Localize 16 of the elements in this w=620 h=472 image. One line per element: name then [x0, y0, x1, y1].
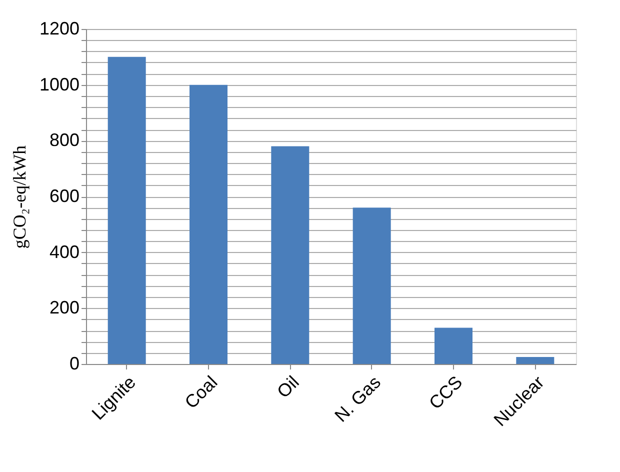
- bar: [190, 84, 228, 364]
- bar: [434, 328, 472, 364]
- x-tick-label: N. Gas: [330, 372, 385, 426]
- y-tick-label: 1000: [39, 74, 80, 94]
- bar: [516, 357, 554, 364]
- y-tick-label: 800: [49, 130, 80, 150]
- y-tick-label: 400: [49, 242, 80, 262]
- y-tick-label: 1200: [39, 18, 80, 38]
- y-tick-label: 600: [49, 186, 80, 206]
- y-tick-label: 0: [69, 354, 80, 374]
- y-axis-title: gCO₂-eq/kWh: [9, 145, 30, 249]
- x-tick-label: Oil: [273, 372, 303, 402]
- bar: [271, 146, 310, 364]
- y-tick-label: 200: [49, 298, 80, 318]
- bar: [108, 56, 146, 364]
- bar: [352, 208, 391, 364]
